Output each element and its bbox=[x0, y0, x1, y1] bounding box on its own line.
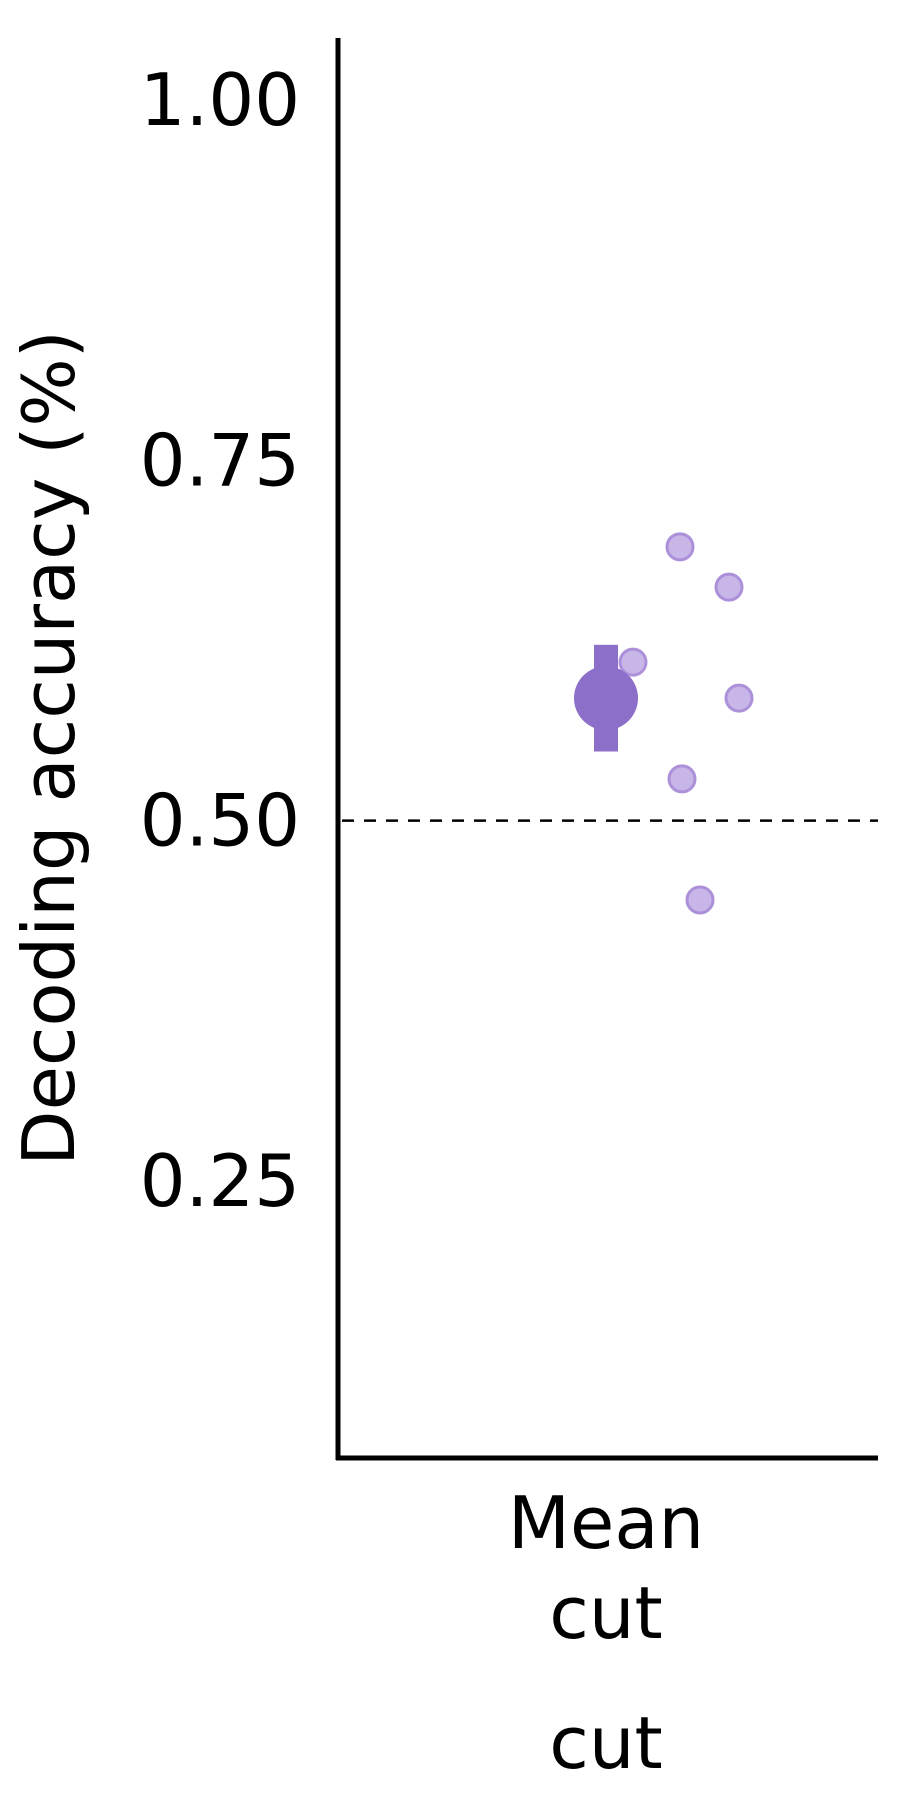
y-axis-title: Decoding accuracy (%) bbox=[7, 330, 91, 1166]
y-tick-label: 0.25 bbox=[140, 1139, 300, 1223]
y-tick-label: 1.00 bbox=[140, 58, 300, 142]
mean-marker bbox=[574, 666, 638, 731]
mean-marker-group bbox=[574, 644, 638, 752]
data-point bbox=[665, 532, 695, 562]
category-sublabel: cut bbox=[549, 1701, 662, 1785]
y-tick-label: 0.50 bbox=[140, 779, 300, 863]
category-label: Mean bbox=[508, 1481, 704, 1565]
category-sublabel: cut bbox=[549, 1571, 662, 1655]
data-point bbox=[724, 683, 754, 713]
data-point bbox=[667, 764, 697, 794]
data-point bbox=[618, 647, 648, 677]
y-tick-label: 0.75 bbox=[140, 418, 300, 502]
y-tick-labels: 0.25 0.50 0.75 1.00 bbox=[140, 58, 300, 1223]
data-points bbox=[618, 532, 754, 915]
data-point bbox=[714, 572, 744, 602]
data-point bbox=[685, 885, 715, 915]
axes bbox=[335, 38, 878, 1461]
